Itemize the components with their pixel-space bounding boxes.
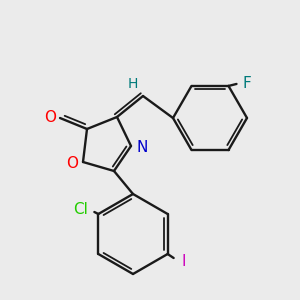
Text: I: I	[182, 254, 186, 269]
Text: O: O	[66, 155, 78, 170]
Text: N: N	[136, 140, 148, 154]
Text: O: O	[44, 110, 56, 124]
Text: Cl: Cl	[73, 202, 88, 217]
Text: F: F	[242, 76, 251, 92]
Text: H: H	[128, 77, 138, 91]
